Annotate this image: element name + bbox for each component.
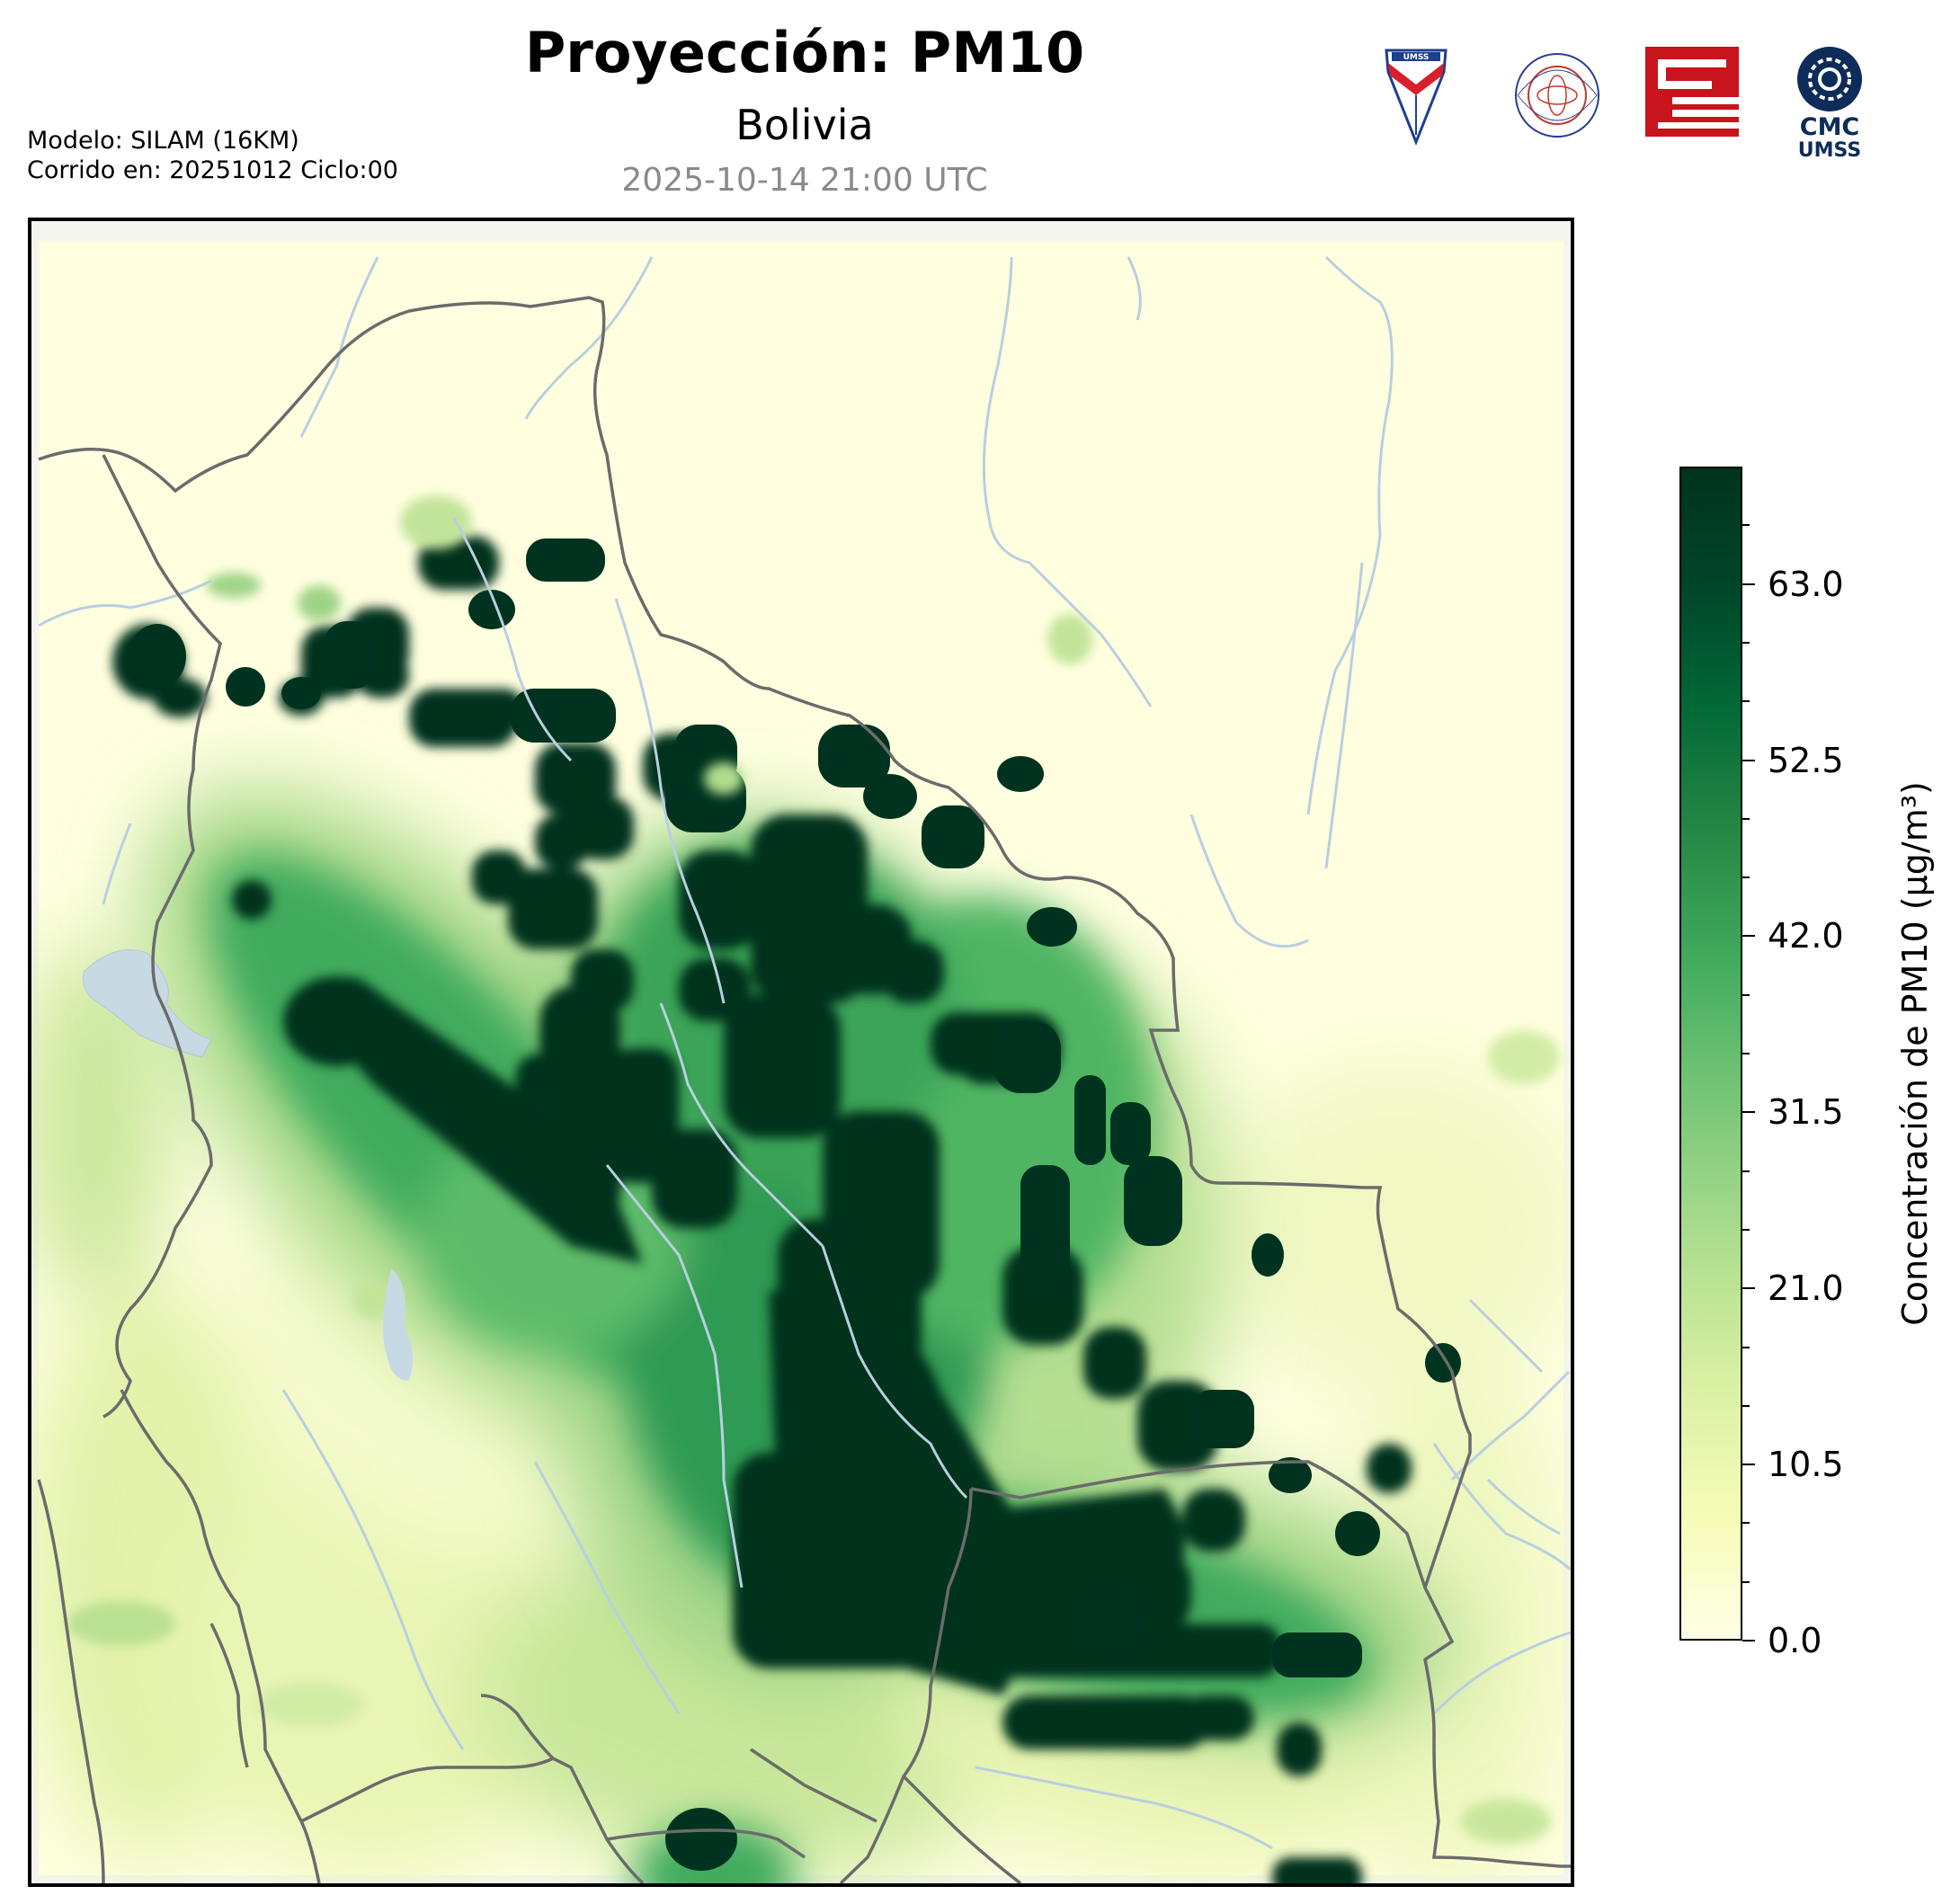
colorbar-minor-tick [1742, 817, 1750, 820]
colorbar-tick-label: 52.5 [1768, 740, 1844, 780]
colorbar [1679, 467, 1742, 1641]
model-line: Modelo: SILAM (16KM) [27, 127, 299, 155]
institution-logos: UMSS CMC UMSS [1385, 45, 1888, 162]
colorbar-minor-tick [1742, 1404, 1750, 1407]
colorbar-major-tick [1742, 759, 1755, 761]
colorbar-minor-tick [1742, 1580, 1750, 1583]
physics-department-seal [1515, 53, 1599, 138]
valid-datetime: 2025-10-14 21:00 UTC [621, 162, 988, 199]
colorbar-minor-tick [1742, 641, 1750, 644]
rivers [38, 255, 1571, 1850]
colorbar-minor-tick [1742, 700, 1750, 703]
colorbar-minor-tick [1742, 1053, 1750, 1054]
run-line: Corrido en: 20251012 Ciclo:00 [27, 156, 398, 184]
colorbar-minor-tick [1742, 1346, 1750, 1348]
pm10-concentration-map[interactable] [28, 218, 1574, 1887]
colorbar-minor-tick [1742, 1522, 1750, 1525]
colorbar-major-tick [1742, 1111, 1755, 1114]
colorbar-tick-label: 42.0 [1768, 916, 1844, 956]
colorbar-minor-tick [1742, 1228, 1750, 1231]
cmc-umss-logo: CMC UMSS [1797, 47, 1862, 162]
lake-poopo [383, 1268, 413, 1381]
colorbar-tick-label: 10.5 [1768, 1445, 1844, 1485]
country-borders [37, 296, 1571, 1883]
colorbar-minor-tick [1742, 1170, 1750, 1172]
colorbar-minor-tick [1742, 524, 1750, 527]
model-info: Modelo: SILAM (16KM) Corrido en: 2025101… [27, 126, 398, 185]
colorbar-major-tick [1742, 935, 1755, 938]
red-emblem-logo [1645, 47, 1739, 137]
colorbar-major-tick [1742, 1464, 1755, 1466]
colorbar-minor-tick [1742, 993, 1750, 996]
colorbar-tick-label: 0.0 [1768, 1621, 1822, 1660]
faint-patches [67, 495, 1560, 1844]
svg-text:CMC: CMC [1800, 113, 1860, 141]
map-canvas [31, 221, 1571, 1883]
colorbar-label: Concentración de PM10 (μg/m³) [1895, 781, 1935, 1326]
colorbar-major-tick [1742, 1640, 1755, 1642]
svg-text:UMSS: UMSS [1798, 139, 1861, 162]
colorbar-minor-tick [1742, 876, 1750, 879]
colorbar-tick-label: 63.0 [1768, 564, 1844, 604]
isolated-cores [129, 538, 1461, 1871]
colorbar-tick-label: 31.5 [1768, 1092, 1844, 1133]
colorbar-major-tick [1742, 1287, 1755, 1290]
colorbar-major-tick [1742, 583, 1755, 585]
region-subtitle: Bolivia [735, 101, 874, 149]
lake-titicaca [83, 949, 212, 1058]
colorbar-tick-label: 21.0 [1768, 1268, 1844, 1309]
chart-title: Proyección: PM10 [524, 20, 1085, 85]
logo-lettering: UMSS [1403, 53, 1430, 62]
umss-shield-logo: UMSS [1385, 49, 1448, 146]
